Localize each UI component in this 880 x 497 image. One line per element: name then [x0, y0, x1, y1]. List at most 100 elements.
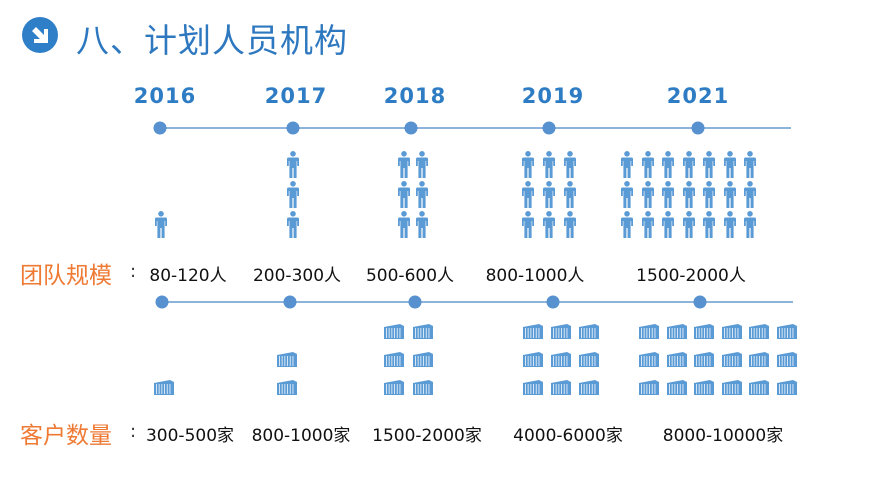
person-icon [287, 181, 299, 212]
team-scale-value: 200-300人 [252, 266, 342, 286]
person-icon [703, 181, 715, 212]
arrow-down-right-circle-icon [22, 17, 58, 53]
building-icon [749, 324, 769, 343]
building-icon [384, 380, 404, 399]
customer-timeline-dot [283, 295, 297, 309]
person-icon [522, 181, 534, 212]
building-icon [413, 380, 433, 399]
building-icon [579, 324, 599, 343]
person-icon [543, 211, 555, 242]
customer-count-value: 800-1000家 [251, 426, 351, 446]
person-icon [723, 181, 736, 212]
person-icon [723, 151, 736, 182]
person-icon [682, 151, 695, 182]
person-icon [744, 151, 756, 182]
customer-timeline-dot [693, 295, 707, 309]
team-timeline-dot [153, 121, 167, 135]
person-icon [682, 181, 695, 212]
customer-count-value: 8000-10000家 [662, 426, 784, 446]
building-icon [666, 380, 687, 399]
year-label: 2021 [666, 84, 730, 108]
building-icon [523, 324, 543, 343]
customer-count-value: 300-500家 [145, 426, 235, 446]
person-icon [416, 181, 428, 212]
person-icon [564, 151, 576, 182]
customer-timeline-dot [408, 295, 422, 309]
building-icon [523, 352, 543, 371]
person-icon [662, 151, 674, 182]
building-icon [721, 324, 742, 343]
person-icon [522, 151, 534, 182]
person-icon [621, 211, 633, 242]
person-icon [662, 181, 674, 212]
person-icon [621, 181, 633, 212]
person-icon [522, 211, 534, 242]
building-icon [639, 380, 659, 399]
person-icon [564, 211, 576, 242]
team-scale-label: 团队规模 [20, 263, 112, 289]
building-icon [413, 324, 433, 343]
building-icon [551, 324, 571, 343]
building-icon [551, 380, 571, 399]
building-icon [277, 352, 297, 371]
building-icon [413, 352, 433, 371]
building-icon [551, 352, 571, 371]
person-icon [543, 151, 555, 182]
team-scale-value: 80-120人 [149, 266, 227, 286]
person-icon [416, 211, 428, 242]
customer-timeline-dot [155, 295, 169, 309]
building-icon [694, 324, 714, 343]
building-icon [154, 380, 174, 399]
team-timeline-line [158, 127, 791, 129]
person-icon [703, 211, 715, 242]
customer-count-value: 1500-2000家 [372, 426, 482, 446]
building-icon [579, 380, 599, 399]
building-icon [749, 380, 769, 399]
building-icon [666, 352, 687, 371]
building-icon [721, 380, 742, 399]
person-icon [641, 211, 654, 242]
person-icon [155, 211, 167, 242]
person-icon [564, 181, 576, 212]
building-icon [721, 352, 742, 371]
team-scale-value: 800-1000人 [485, 266, 585, 286]
year-label: 2017 [264, 84, 328, 108]
building-icon [523, 380, 543, 399]
building-icon [639, 352, 659, 371]
team-timeline-dot [404, 121, 418, 135]
customer-timeline-dot [546, 295, 560, 309]
building-icon [579, 352, 599, 371]
year-label: 2018 [383, 84, 447, 108]
building-icon [694, 380, 714, 399]
team-timeline-dot [542, 121, 556, 135]
page-title: 八、计划人员机构 [76, 21, 348, 60]
team-timeline-dot [286, 121, 300, 135]
person-icon [398, 211, 410, 242]
year-label: 2019 [521, 84, 585, 108]
building-icon [639, 324, 659, 343]
person-icon [662, 211, 674, 242]
person-icon [682, 211, 695, 242]
building-icon [776, 352, 797, 371]
building-icon [776, 380, 797, 399]
person-icon [416, 151, 428, 182]
customer-timeline-line [160, 301, 793, 303]
person-icon [723, 211, 736, 242]
building-icon [277, 380, 297, 399]
year-label: 2016 [133, 84, 197, 108]
customer-count-label: 客户数量 [20, 423, 112, 449]
building-icon [666, 324, 687, 343]
person-icon [621, 151, 633, 182]
person-icon [287, 211, 299, 242]
building-icon [749, 352, 769, 371]
customer-count-value: 4000-6000家 [513, 426, 623, 446]
person-icon [744, 211, 756, 242]
person-icon [543, 181, 555, 212]
person-icon [398, 181, 410, 212]
team-scale-value: 500-600人 [365, 266, 455, 286]
person-icon [641, 151, 654, 182]
team-scale-label-colon: : [130, 261, 137, 282]
person-icon [398, 151, 410, 182]
building-icon [776, 324, 797, 343]
customer-count-label-colon: : [130, 421, 137, 442]
